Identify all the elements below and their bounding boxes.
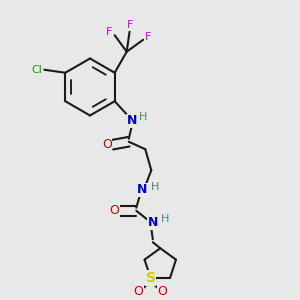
Text: O: O — [110, 204, 119, 217]
Text: S: S — [146, 271, 156, 285]
Text: Cl: Cl — [32, 65, 42, 75]
Text: O: O — [102, 138, 112, 151]
Text: O: O — [158, 285, 167, 298]
Text: N: N — [148, 216, 158, 229]
Text: H: H — [139, 112, 147, 122]
Text: F: F — [127, 20, 133, 30]
Text: N: N — [137, 183, 148, 196]
Text: H: H — [151, 182, 159, 192]
Text: F: F — [106, 27, 112, 37]
Text: O: O — [134, 285, 143, 298]
Text: H: H — [160, 214, 169, 224]
Text: N: N — [127, 114, 137, 127]
Text: F: F — [145, 32, 151, 42]
